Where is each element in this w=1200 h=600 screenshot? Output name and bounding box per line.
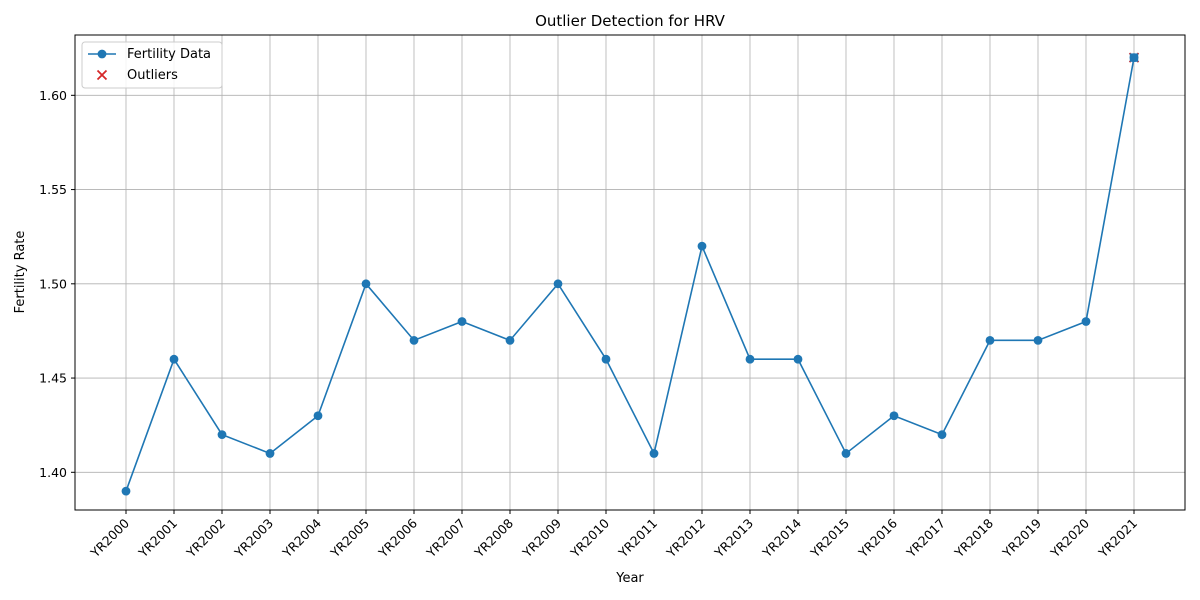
plot-frame xyxy=(74,34,1186,511)
data-point xyxy=(169,354,179,364)
series-layer xyxy=(121,52,1140,496)
y-tick-label: 1.45 xyxy=(39,371,67,386)
legend-marker-fertility xyxy=(97,49,107,59)
x-axis-label: Year xyxy=(615,571,644,586)
data-point xyxy=(1033,335,1043,345)
data-point xyxy=(937,430,947,440)
data-point xyxy=(217,430,227,440)
data-point xyxy=(745,354,755,364)
data-point xyxy=(121,486,131,496)
y-tick-label: 1.60 xyxy=(39,88,67,103)
y-tick-label: 1.40 xyxy=(39,465,67,480)
legend-label-fertility: Fertility Data xyxy=(127,47,211,62)
data-point xyxy=(793,354,803,364)
outlier-point-overlay xyxy=(1129,53,1139,62)
y-tick-label: 1.50 xyxy=(39,276,67,291)
data-point xyxy=(505,335,515,345)
y-tick-label: 1.55 xyxy=(39,182,67,197)
data-point xyxy=(553,279,563,289)
data-point xyxy=(1081,317,1091,326)
chart-title: Outlier Detection for HRV xyxy=(535,12,726,30)
grid xyxy=(75,35,1185,510)
series-line-fertility xyxy=(125,57,1135,492)
data-point xyxy=(841,449,851,458)
y-axis-ticks: 1.40 1.45 1.50 1.55 1.60 xyxy=(39,88,75,480)
data-point xyxy=(889,411,899,421)
data-point xyxy=(601,354,611,364)
legend-box xyxy=(81,41,223,89)
data-point xyxy=(265,449,275,458)
data-point xyxy=(361,279,371,289)
legend-marker-outliers xyxy=(96,69,108,81)
data-point xyxy=(985,335,995,345)
y-axis-label: Fertility Rate xyxy=(13,231,28,314)
data-point xyxy=(649,449,659,458)
data-point xyxy=(409,335,419,345)
legend: Fertility Data Outliers xyxy=(81,41,223,89)
legend-label-outliers: Outliers xyxy=(127,68,178,83)
data-point xyxy=(457,317,467,326)
data-point xyxy=(313,411,323,421)
data-point xyxy=(697,241,707,251)
